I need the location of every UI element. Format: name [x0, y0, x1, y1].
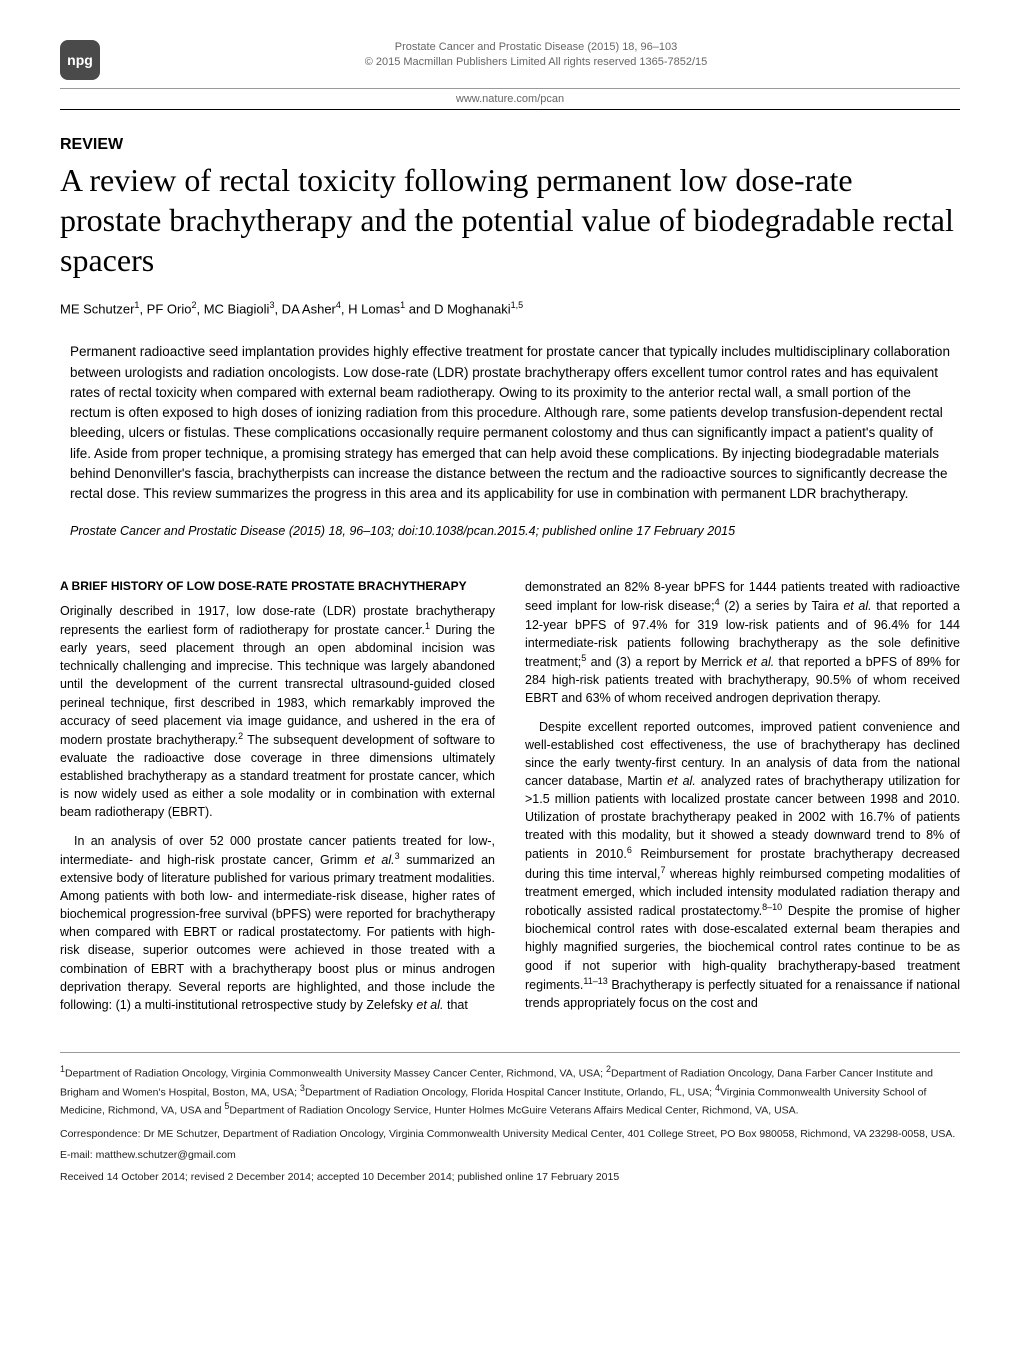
body-columns: A BRIEF HISTORY OF LOW DOSE-RATE PROSTAT… [60, 578, 960, 1024]
journal-copyright-line: © 2015 Macmillan Publishers Limited All … [112, 55, 960, 70]
right-column: demonstrated an 82% 8-year bPFS for 1444… [525, 578, 960, 1024]
citation-journal: Prostate Cancer and Prostatic Disease [70, 524, 285, 538]
author-list: ME Schutzer1, PF Orio2, MC Biagioli3, DA… [60, 300, 960, 316]
abstract: Permanent radioactive seed implantation … [60, 342, 960, 504]
article-dates: Received 14 October 2014; revised 2 Dece… [60, 1170, 960, 1185]
citation-details: (2015) 18, 96–103; doi:10.1038/pcan.2015… [285, 524, 735, 538]
article-type-label: REVIEW [60, 136, 960, 154]
footer-separator [60, 1052, 960, 1053]
journal-url: www.nature.com/pcan [60, 88, 960, 110]
correspondence-email: E-mail: matthew.schutzer@gmail.com [60, 1148, 960, 1163]
body-paragraph: In an analysis of over 52 000 prostate c… [60, 832, 495, 1014]
journal-citation-line: Prostate Cancer and Prostatic Disease (2… [112, 40, 960, 55]
header-row: npg Prostate Cancer and Prostatic Diseas… [60, 40, 960, 80]
body-paragraph: demonstrated an 82% 8-year bPFS for 1444… [525, 578, 960, 707]
left-column: A BRIEF HISTORY OF LOW DOSE-RATE PROSTAT… [60, 578, 495, 1024]
correspondence: Correspondence: Dr ME Schutzer, Departme… [60, 1127, 960, 1142]
article-title: A review of rectal toxicity following pe… [60, 160, 960, 280]
journal-info: Prostate Cancer and Prostatic Disease (2… [112, 40, 960, 71]
section-heading: A BRIEF HISTORY OF LOW DOSE-RATE PROSTAT… [60, 578, 495, 595]
publisher-badge: npg [60, 40, 100, 80]
affiliations: 1Department of Radiation Oncology, Virgi… [60, 1063, 960, 1119]
article-citation: Prostate Cancer and Prostatic Disease (2… [60, 524, 960, 538]
footer: 1Department of Radiation Oncology, Virgi… [60, 1063, 960, 1185]
body-paragraph: Despite excellent reported outcomes, imp… [525, 718, 960, 1013]
body-paragraph: Originally described in 1917, low dose-r… [60, 602, 495, 822]
